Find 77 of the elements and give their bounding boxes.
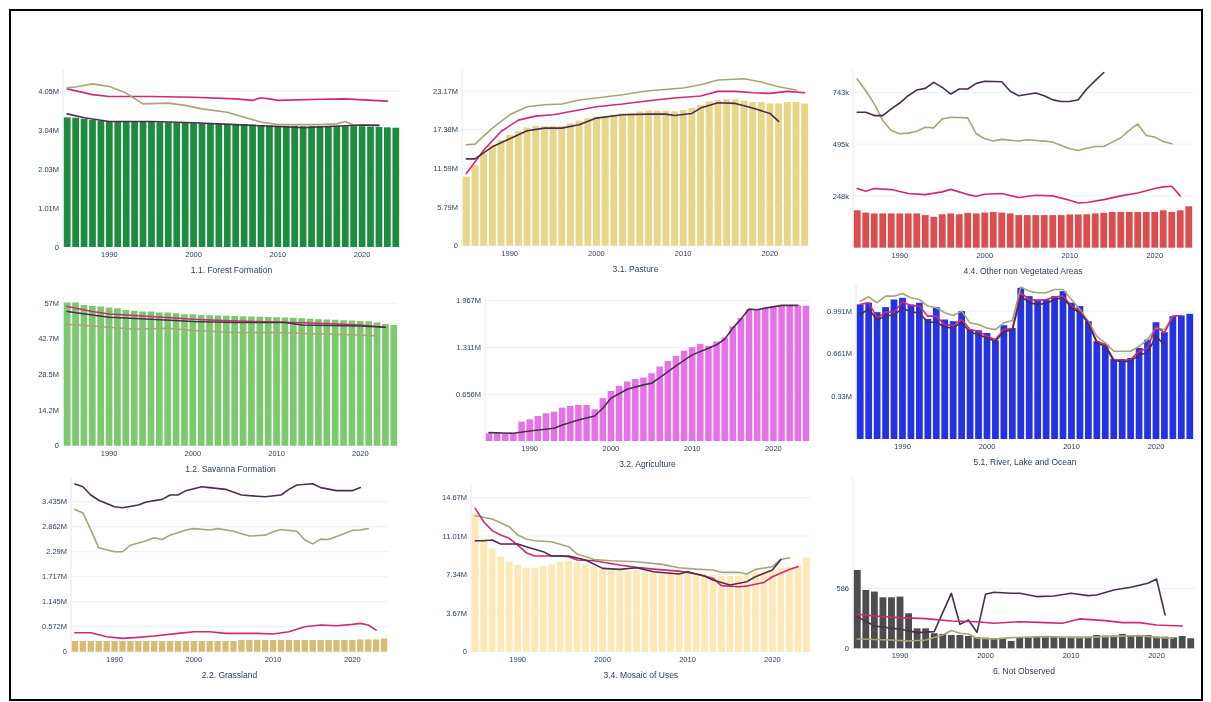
line-series [474, 507, 799, 588]
line-series [74, 622, 377, 640]
bar [540, 126, 548, 246]
bar [480, 153, 488, 246]
line-series [66, 113, 380, 129]
line-series [856, 78, 1173, 152]
line-series [856, 613, 1183, 627]
line-series [474, 514, 791, 575]
bar [667, 571, 674, 652]
bar [616, 570, 623, 652]
line-series [856, 629, 1175, 642]
bar [801, 103, 809, 246]
bar [488, 144, 496, 246]
bar [888, 597, 895, 649]
bar [899, 297, 906, 439]
x-axis-title: 3.2. Agriculture [619, 459, 677, 469]
bar [672, 355, 680, 441]
line-series [74, 508, 369, 553]
bar [749, 102, 757, 246]
bar [752, 572, 759, 652]
bar [697, 104, 705, 246]
bar [633, 570, 640, 652]
bar [462, 176, 470, 246]
bar [1068, 302, 1075, 439]
bar [718, 576, 725, 652]
line-series [488, 304, 799, 435]
bar [701, 574, 708, 652]
bar [1059, 637, 1066, 649]
bar [688, 347, 696, 441]
line-series [474, 539, 782, 586]
bar [729, 326, 737, 441]
bar [619, 113, 626, 246]
x-axis-title: 4.4. Other non Vegetated Areas [963, 265, 1083, 276]
line-series [465, 101, 780, 160]
bar [737, 318, 745, 441]
line-series [856, 578, 1166, 634]
bar [684, 572, 691, 652]
line-series [856, 71, 1105, 117]
bar [775, 103, 783, 246]
x-axis-title: 3.4. Mosaic of Uses [603, 669, 679, 680]
line-series [465, 77, 797, 146]
x-axis-title: 3.1. Pasture [612, 263, 659, 274]
bar [514, 130, 522, 246]
bar [645, 110, 652, 246]
bar [965, 636, 972, 649]
bar [753, 309, 761, 441]
bar [592, 116, 600, 246]
bar [802, 305, 810, 441]
bar [870, 591, 878, 649]
bar [783, 102, 791, 246]
line-series [74, 482, 362, 509]
line-series [66, 88, 389, 102]
bar [745, 309, 753, 441]
line-series [66, 310, 387, 329]
line-series [465, 90, 806, 175]
line-series [66, 323, 378, 337]
bar [735, 576, 742, 652]
bar [975, 330, 982, 439]
bar [664, 360, 672, 441]
bar [650, 571, 657, 652]
x-axis-title: 1.1. Forest Formation [190, 265, 273, 275]
bar [802, 557, 810, 652]
line-series [856, 185, 1182, 204]
bar [680, 350, 688, 441]
bar [723, 99, 731, 246]
line-series [859, 286, 1174, 353]
x-axis-title: 5.1. River, Lake and Ocean [973, 457, 1077, 467]
x-axis-title: 6. Not Observed [993, 666, 1056, 677]
bar [566, 123, 574, 246]
bar [1041, 636, 1049, 649]
bar [485, 433, 493, 441]
bar [999, 638, 1007, 649]
x-axis-title: 1.2. Savanna Formation [185, 463, 277, 474]
bar [671, 111, 679, 246]
bar [794, 305, 802, 441]
bar [1144, 339, 1151, 439]
x-axis-title: 2.2. Grassland [201, 669, 258, 680]
